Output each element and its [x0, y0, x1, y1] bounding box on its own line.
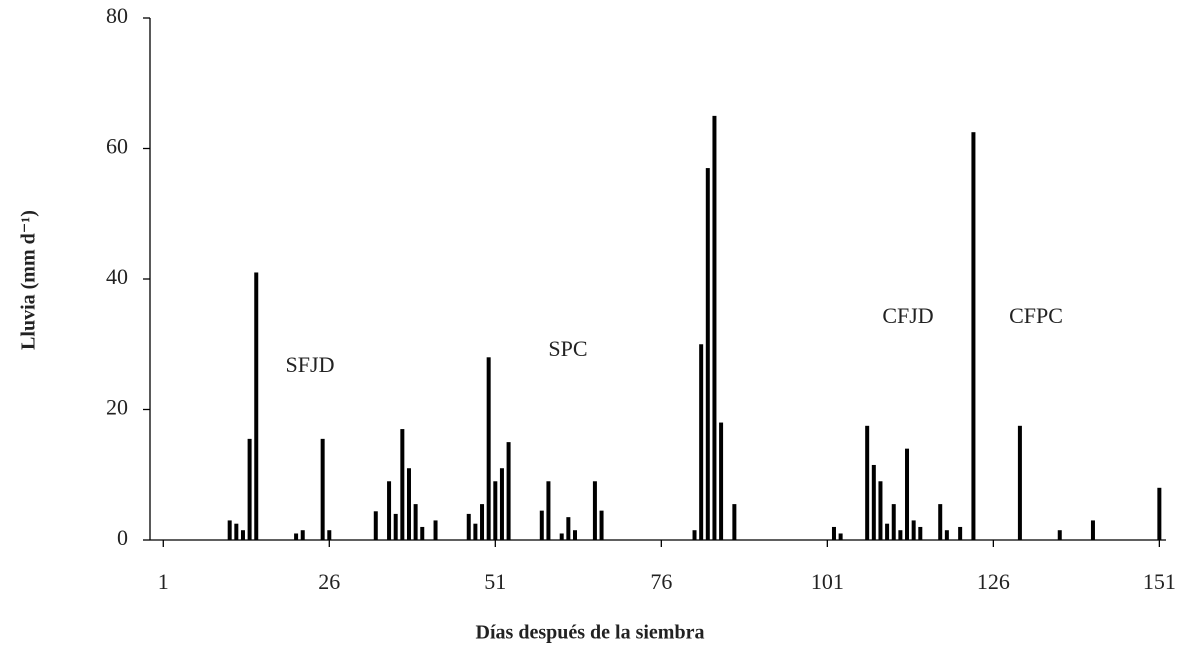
bar	[400, 429, 405, 540]
bar	[300, 530, 305, 540]
x-tick-label: 101	[811, 569, 844, 594]
bar	[905, 448, 910, 540]
bar	[958, 526, 963, 540]
bar	[499, 468, 504, 540]
bar	[566, 517, 571, 540]
bar	[480, 504, 485, 540]
bar	[473, 523, 478, 540]
bar	[1090, 520, 1095, 540]
bar	[506, 442, 511, 540]
bar	[865, 425, 870, 540]
bar	[406, 468, 411, 540]
bar	[320, 438, 325, 540]
bar	[878, 481, 883, 540]
bar	[692, 530, 697, 540]
bar	[831, 526, 836, 540]
bar	[971, 132, 976, 540]
bar	[413, 504, 418, 540]
bar	[247, 438, 252, 540]
bar	[294, 533, 299, 540]
annotation: CFPC	[1009, 303, 1063, 328]
x-tick-label: 51	[484, 569, 506, 594]
annotation: SFJD	[286, 352, 335, 377]
bar	[898, 530, 903, 540]
y-tick-label: 0	[117, 525, 128, 550]
x-axis-title: Días después de la siembra	[476, 622, 705, 644]
bar	[911, 520, 916, 540]
bar	[1057, 530, 1062, 540]
bar	[705, 168, 710, 540]
y-tick-label: 80	[106, 3, 128, 28]
bar	[572, 530, 577, 540]
x-tick-label: 151	[1143, 569, 1176, 594]
bar	[1157, 487, 1162, 540]
bar	[254, 272, 259, 540]
bar	[433, 520, 438, 540]
annotation: SPC	[548, 336, 587, 361]
y-tick-label: 40	[106, 264, 128, 289]
bar	[227, 520, 232, 540]
bar	[719, 422, 724, 540]
bar	[234, 523, 239, 540]
y-tick-label: 20	[106, 395, 128, 420]
bar	[539, 510, 544, 540]
x-tick-label: 76	[650, 569, 672, 594]
bar	[592, 481, 597, 540]
bar	[373, 511, 378, 540]
bar	[712, 115, 717, 540]
bar	[1017, 425, 1022, 540]
bar	[486, 357, 491, 540]
y-tick-label: 60	[106, 134, 128, 159]
bar	[420, 526, 425, 540]
bar	[871, 464, 876, 540]
annotation: CFJD	[882, 303, 933, 328]
bar	[546, 481, 551, 540]
bar	[387, 481, 392, 540]
x-tick-label: 26	[318, 569, 340, 594]
bar	[240, 530, 245, 540]
bar	[699, 344, 704, 540]
bar	[327, 530, 332, 540]
bar	[944, 530, 949, 540]
x-tick-label: 1	[158, 569, 169, 594]
x-tick-label: 126	[977, 569, 1010, 594]
bar	[838, 533, 843, 540]
bar	[466, 513, 471, 540]
bar	[891, 504, 896, 540]
bar	[559, 533, 564, 540]
bar	[732, 504, 737, 540]
bar	[599, 510, 604, 540]
bar	[393, 513, 398, 540]
y-axis-title: Lluvia (mm d⁻¹)	[18, 210, 40, 350]
bar	[493, 481, 498, 540]
bar	[918, 526, 923, 540]
bar	[885, 523, 890, 540]
bar	[938, 504, 943, 540]
